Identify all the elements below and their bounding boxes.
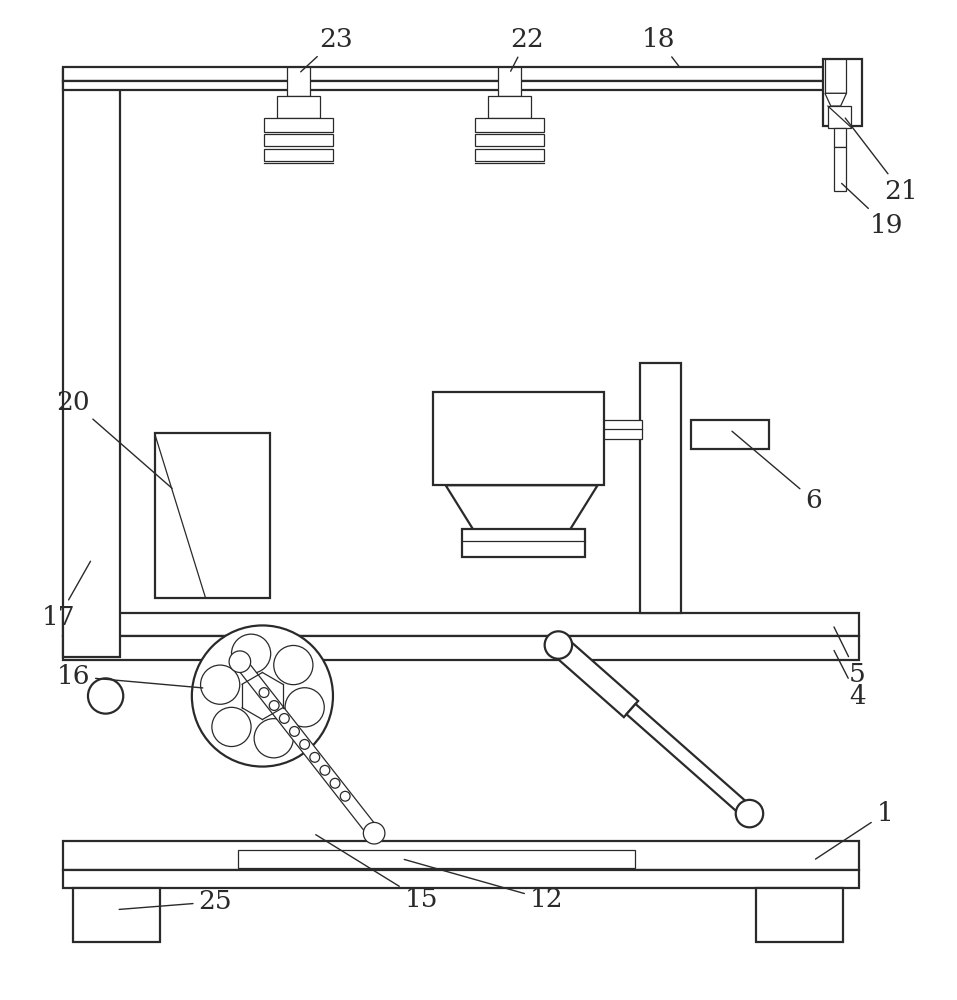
Bar	[63, 870, 859, 888]
Text: 5: 5	[834, 627, 866, 687]
Text: 1: 1	[815, 801, 893, 859]
Circle shape	[290, 727, 300, 736]
Text: 4: 4	[835, 650, 866, 708]
Text: 15: 15	[316, 835, 438, 912]
Bar	[691, 420, 769, 449]
Text: 17: 17	[42, 561, 91, 630]
Circle shape	[88, 678, 123, 714]
Bar	[63, 613, 859, 636]
Circle shape	[232, 634, 271, 673]
Circle shape	[364, 822, 385, 844]
Bar	[287, 67, 310, 96]
Circle shape	[320, 765, 330, 775]
Bar	[264, 134, 333, 146]
Bar	[825, 59, 847, 93]
Bar	[264, 149, 333, 161]
Bar	[834, 128, 846, 147]
Bar	[264, 118, 333, 132]
Text: 12: 12	[404, 859, 564, 912]
Bar	[433, 392, 605, 485]
Bar	[834, 147, 846, 191]
Bar	[155, 433, 270, 598]
Bar	[238, 850, 634, 867]
Circle shape	[191, 625, 333, 767]
Bar	[475, 134, 544, 146]
Text: 22: 22	[510, 27, 544, 71]
Circle shape	[201, 665, 240, 704]
Polygon shape	[446, 485, 597, 529]
Circle shape	[310, 752, 320, 762]
Circle shape	[211, 707, 251, 747]
Circle shape	[255, 719, 294, 758]
Bar	[488, 96, 531, 118]
Bar	[498, 67, 522, 96]
Circle shape	[330, 778, 340, 788]
Circle shape	[229, 651, 251, 672]
Polygon shape	[551, 637, 638, 717]
Polygon shape	[234, 658, 379, 837]
Bar	[63, 81, 859, 90]
Bar	[756, 888, 842, 942]
Bar	[63, 841, 859, 870]
Bar	[475, 149, 544, 161]
Bar	[63, 67, 859, 81]
Bar	[278, 96, 321, 118]
Bar	[475, 118, 544, 132]
Bar	[605, 420, 642, 439]
Text: 25: 25	[120, 889, 233, 914]
Text: 20: 20	[56, 389, 172, 488]
Bar	[63, 69, 121, 657]
Circle shape	[269, 701, 279, 710]
Bar	[462, 529, 585, 557]
Text: 19: 19	[841, 183, 903, 238]
Bar	[74, 888, 160, 942]
Text: 18: 18	[641, 27, 679, 67]
Bar	[63, 636, 859, 660]
Circle shape	[736, 800, 763, 827]
Circle shape	[341, 791, 350, 801]
Text: 16: 16	[56, 664, 203, 689]
Circle shape	[300, 740, 309, 749]
Circle shape	[279, 714, 289, 723]
Text: 23: 23	[300, 27, 353, 72]
Text: 6: 6	[732, 431, 821, 512]
Bar	[639, 363, 680, 613]
Circle shape	[285, 688, 324, 727]
Polygon shape	[627, 704, 754, 819]
Circle shape	[274, 645, 313, 685]
Text: 21: 21	[845, 118, 918, 204]
Polygon shape	[825, 93, 847, 106]
Bar	[823, 59, 862, 126]
Circle shape	[259, 688, 269, 697]
Circle shape	[545, 631, 572, 659]
Bar	[828, 106, 852, 128]
